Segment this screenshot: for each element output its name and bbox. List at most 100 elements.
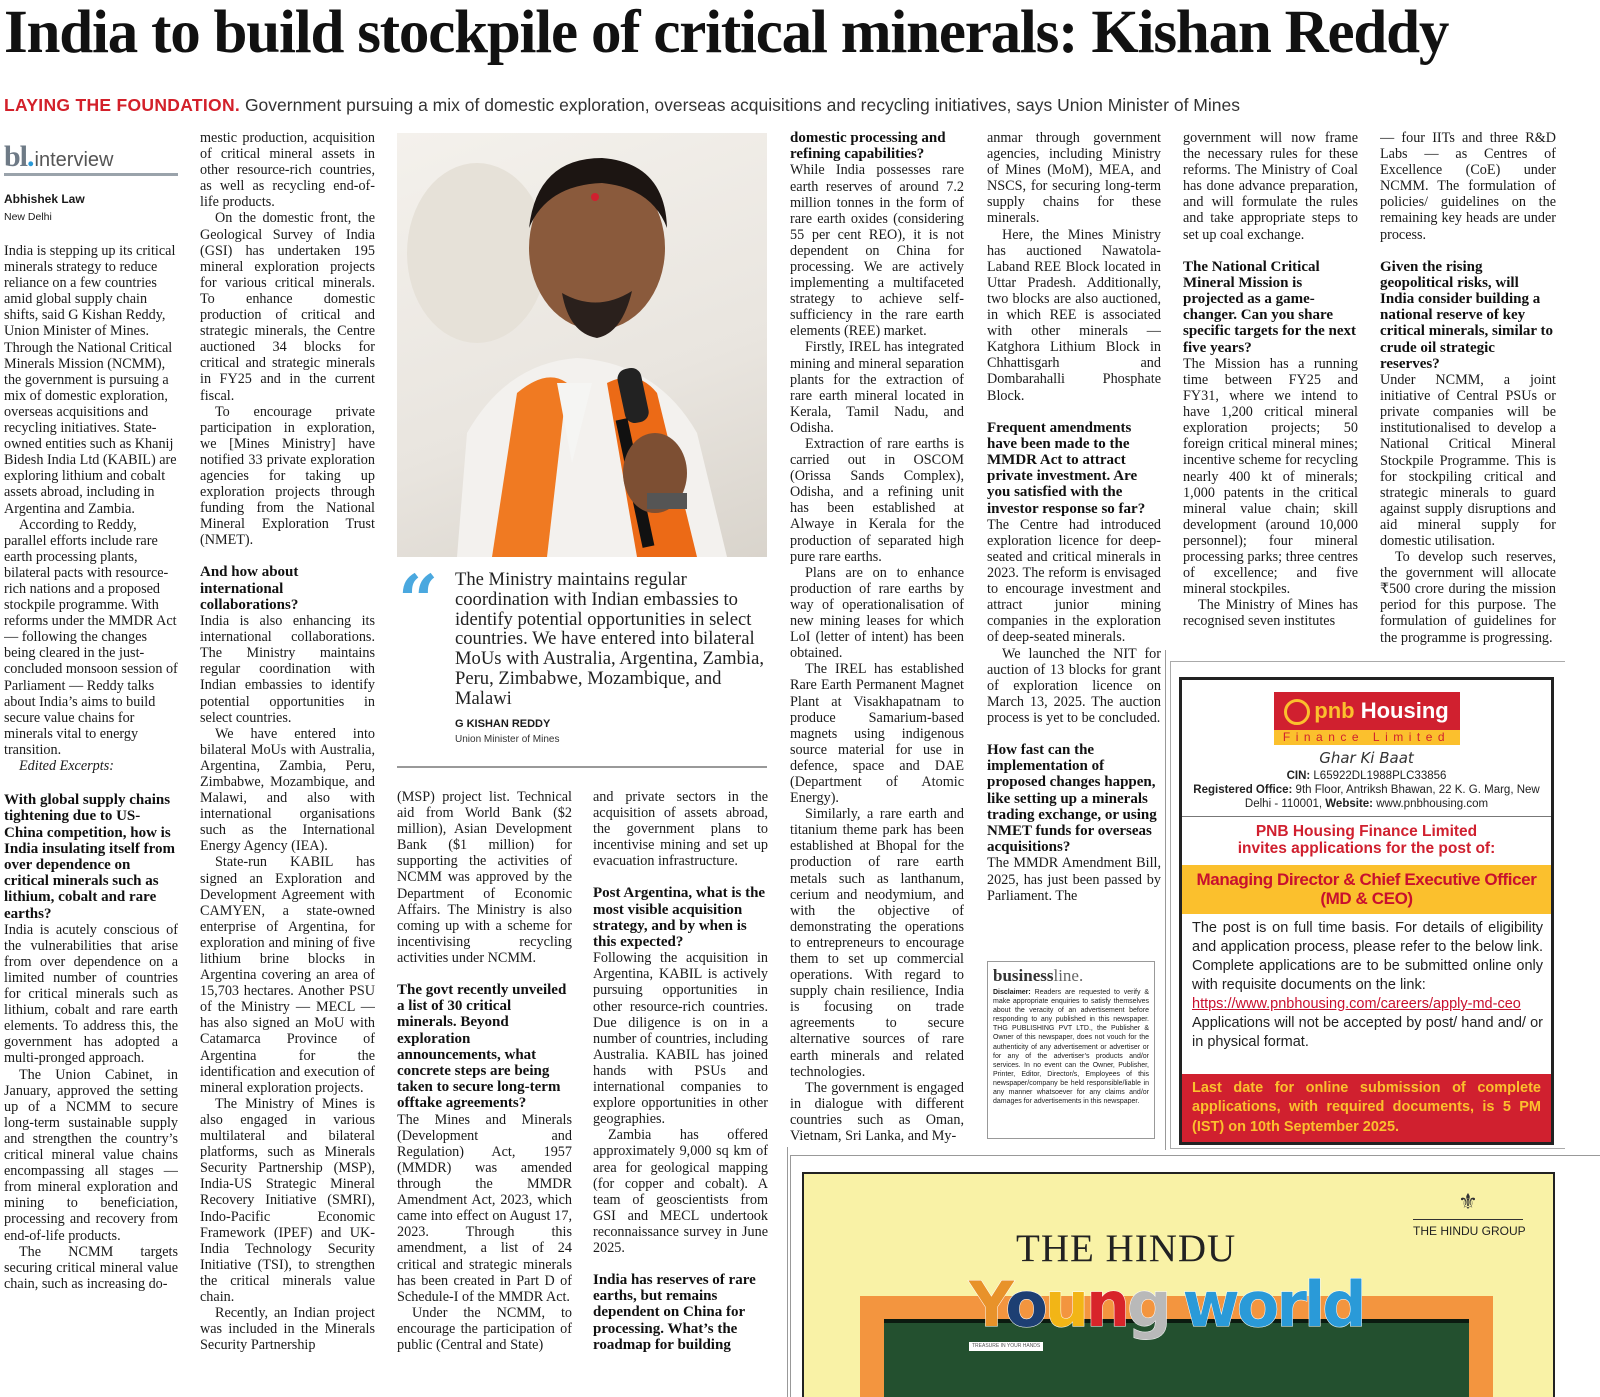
article-paragraph: The Centre had introduced exploration li…	[987, 516, 1161, 646]
article-paragraph: Following the acquisition in Argentina, …	[593, 950, 768, 1128]
cin-label: CIN:	[1286, 770, 1311, 782]
group-name: THE HINDU GROUP	[1413, 1224, 1526, 1238]
brand-bold: business	[993, 966, 1054, 985]
ad-frame	[1170, 661, 1565, 1149]
cin-value: L65922DL1988PLC33856	[1313, 770, 1447, 782]
column-rule	[1165, 650, 1166, 1150]
article-paragraph: government will now frame the necessary …	[1183, 130, 1358, 243]
article-paragraph: Plans are on to enhance production of ra…	[790, 564, 964, 662]
interview-question: Post Argentina, what is the most visible…	[593, 885, 766, 951]
house-icon	[1284, 699, 1311, 726]
article-paragraph: Similarly, a rare earth and titanium the…	[790, 806, 964, 1080]
deadline-banner: Last date for online submission of compl…	[1182, 1073, 1551, 1142]
article-paragraph: Here, the Mines Ministry has auctioned N…	[987, 226, 1161, 404]
masthead: THE HINDU	[1016, 1227, 1237, 1270]
section-label: interview	[34, 149, 114, 171]
interview-question: domestic processing and refining capabil…	[790, 130, 946, 163]
title-letter: n	[1085, 1268, 1130, 1341]
young-world-title: Young world	[968, 1271, 1367, 1338]
invitation: PNB Housing Finance Limited invites appli…	[1182, 817, 1551, 865]
article-paragraph: Under the NCMM, to encourage the partici…	[397, 1304, 572, 1353]
invite-line-1: PNB Housing Finance Limited	[1255, 823, 1478, 840]
article-paragraph: The government is engaged in dialogue wi…	[790, 1079, 964, 1145]
logo-word: Housing	[1360, 698, 1449, 723]
article-paragraph: Firstly, IREL has integrated mining and …	[790, 339, 964, 436]
ad-body: The post is on full time basis. For deta…	[1182, 914, 1551, 1074]
article-paragraph: mestic production, acquisition of critic…	[200, 130, 375, 211]
website-label: Website:	[1325, 798, 1373, 810]
interview-question: The National Critical Mineral Mission is…	[1183, 258, 1356, 356]
article-column-6: anmar through government agencies, inclu…	[987, 130, 1161, 958]
title-letter: u	[1044, 1268, 1089, 1341]
chalkboard	[884, 1319, 1469, 1397]
subheadline: LAYING THE FOUNDATION. Government pursui…	[4, 95, 1240, 116]
title-letter: world	[1182, 1268, 1367, 1341]
disclaimer-text: Disclaimer: Readers are requested to ver…	[993, 988, 1149, 1106]
interview-question: India has reserves of rare earths, but r…	[593, 1272, 756, 1353]
logo-subtitle: Finance Limited	[1273, 730, 1460, 745]
portrait-illustration	[407, 158, 727, 557]
article-paragraph: On the domestic front, the Geological Su…	[200, 210, 375, 404]
ad-note: Applications will not be accepted by pos…	[1192, 1015, 1543, 1050]
hindu-group-logo: ⚜ THE HINDU GROUP	[1413, 1184, 1526, 1238]
invite-line-2: invites applications for the post of:	[1237, 840, 1496, 857]
pull-quote-block: The Ministry maintains regular coordinat…	[455, 570, 767, 746]
byline: Abhishek Law	[4, 192, 85, 206]
quote-attribution-name: G KISHAN REDDY	[455, 717, 551, 730]
article-column-3: (MSP) project list. Technical aid from W…	[397, 789, 572, 1397]
article-column-4: and private sectors in the acquisition o…	[593, 789, 768, 1397]
column-rule	[787, 1147, 788, 1397]
divider	[397, 766, 767, 768]
article-paragraph: The Ministry of Mines is also engaged in…	[200, 1095, 375, 1305]
article-paragraph: Zambia has offered approximately 9,000 s…	[593, 1127, 768, 1256]
disclaimer-label: Disclaimer:	[993, 989, 1031, 996]
article-paragraph: and private sectors in the acquisition o…	[593, 789, 768, 870]
company-details: CIN: L65922DL1988PLC33856 Registered Off…	[1182, 769, 1551, 811]
article-paragraph: To encourage private participation in ex…	[200, 403, 375, 549]
article-paragraph: The Mission has a running time between F…	[1183, 355, 1358, 598]
article-paragraph: — four IITs and three R&D Labs — as Cent…	[1380, 130, 1556, 243]
kicker: LAYING THE FOUNDATION.	[4, 95, 241, 115]
website-link[interactable]: www.pnbhousing.com	[1376, 798, 1489, 810]
divider	[1182, 816, 1551, 817]
pnb-housing-ad: pnb Housing Finance Limited Ghar Ki Baat…	[1179, 677, 1554, 1145]
office-label: Registered Office:	[1193, 784, 1293, 796]
article-paragraph: Extraction of rare earths is carried out…	[790, 436, 964, 565]
young-world-tagline: TREASURE IN YOUR HANDS	[969, 1342, 1044, 1351]
office-address: 9th Floor, Antriksh Bhawan, 22 K. G. Mar…	[1244, 784, 1540, 810]
article-paragraph: (MSP) project list. Technical aid from W…	[397, 789, 572, 966]
headline: India to build stockpile of critical min…	[4, 0, 1449, 66]
article-paragraph: The IREL has established Rare Earth Perm…	[790, 661, 964, 807]
article-column-1: India is stepping up its critical minera…	[4, 243, 178, 1397]
logo-brand: pnb	[1314, 698, 1355, 723]
quote-attribution-role: Union Minister of Mines	[455, 733, 560, 745]
article-paragraph: India is acutely conscious of the vulner…	[4, 921, 178, 1067]
title-letter: o	[1005, 1268, 1049, 1341]
subhead-text: Government pursuing a mix of domestic ex…	[244, 95, 1240, 115]
ad-frame	[790, 1155, 1600, 1397]
article-paragraph: The NCMM targets securing critical miner…	[4, 1243, 178, 1292]
businessline-logo: businessline.	[993, 966, 1149, 986]
bl-interview-logo: bl.interview	[4, 140, 178, 176]
article-paragraph: While India possesses rare earth reserve…	[790, 162, 964, 340]
young-world-ad: ⚜ THE HINDU GROUP THE HINDU Young world TR…	[802, 1172, 1555, 1397]
article-paragraph: Under NCMM, a joint initiative of Centra…	[1380, 372, 1556, 550]
title-letter: Y	[968, 1268, 1008, 1341]
interview-question: How fast can the implementation of propo…	[987, 742, 1157, 856]
pnb-housing-logo: pnb Housing	[1273, 692, 1460, 730]
bl-brand: bl	[4, 140, 28, 173]
interview-question: Given the rising geopolitical risks, wil…	[1380, 258, 1554, 372]
post-line-1: Managing Director & Chief Executive Offi…	[1196, 870, 1537, 889]
title-letter: g	[1127, 1268, 1172, 1341]
interview-question: With global supply chains tightening due…	[4, 792, 175, 922]
article-paragraph: India is also enhancing its internationa…	[200, 613, 375, 726]
interview-question: Frequent amendments have been made to th…	[987, 419, 1146, 517]
apply-link[interactable]: https://www.pnbhousing.com/careers/apply…	[1192, 996, 1521, 1012]
article-paragraph: We have entered into bilateral MoUs with…	[200, 725, 375, 855]
dateline: New Delhi	[4, 211, 52, 223]
article-paragraph: State-run KABIL has signed an Exploratio…	[200, 854, 375, 1096]
article-paragraph: Edited Excerpts:	[19, 758, 114, 774]
quote-icon: “	[398, 559, 439, 642]
interview-question: The govt recently unveiled a list of 30 …	[397, 982, 567, 1112]
article-paragraph: The Ministry of Mines has recognised sev…	[1183, 597, 1358, 630]
